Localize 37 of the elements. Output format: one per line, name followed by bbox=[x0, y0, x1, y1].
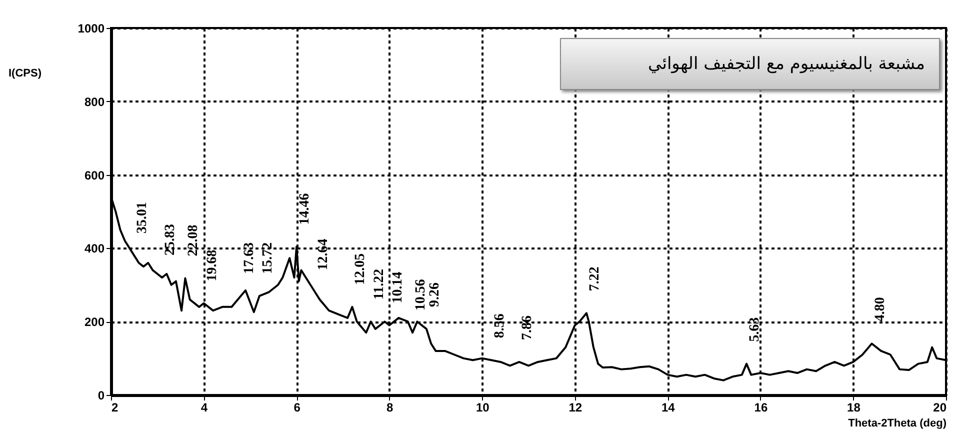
annotation: 4.80 bbox=[872, 297, 888, 322]
annotation: 10.14 bbox=[390, 272, 406, 304]
x-axis-title: Theta-2Theta (deg) bbox=[848, 418, 947, 430]
annotation: 12.64 bbox=[316, 238, 332, 270]
annotation: 10.56 bbox=[414, 279, 429, 311]
y-tick-label: 200 bbox=[84, 315, 105, 330]
annotation: 7.86 bbox=[520, 315, 536, 340]
annotation: 12.05 bbox=[353, 253, 368, 285]
y-tick-label: 1000 bbox=[78, 22, 105, 36]
annotation: 25.83 bbox=[163, 224, 178, 256]
x-tick-label: 6 bbox=[294, 400, 301, 414]
x-tick-label: 20 bbox=[933, 400, 947, 414]
x-tick-label: 18 bbox=[847, 400, 861, 414]
x-tick-label: 16 bbox=[754, 400, 768, 414]
annotation: 19.68 bbox=[204, 250, 220, 282]
x-tick-label: 8 bbox=[386, 400, 394, 414]
y-axis-title: I(CPS) bbox=[8, 68, 42, 80]
annotation: 15.72 bbox=[260, 242, 276, 274]
annotation: 7.22 bbox=[587, 266, 602, 292]
x-tick-label: 4 bbox=[200, 400, 208, 414]
annotation: 9.26 bbox=[427, 282, 442, 307]
annotation: 11.22 bbox=[372, 268, 387, 300]
annotation: 14.46 bbox=[298, 193, 313, 225]
annotation: 8.56 bbox=[492, 314, 508, 338]
y-tick-label: 800 bbox=[84, 94, 105, 109]
y-tick-label: 600 bbox=[84, 168, 105, 182]
x-tick-label: 14 bbox=[661, 400, 676, 414]
title-panel: مشبعة بالمغنيسيوم مع التجفيف الهوائي bbox=[560, 38, 940, 90]
x-tick-label: 10 bbox=[476, 400, 490, 414]
x-tick-label: 2 bbox=[112, 400, 118, 414]
annotation: 35.01 bbox=[135, 202, 150, 234]
y-tick-label: 400 bbox=[84, 242, 105, 256]
annotation: 22.08 bbox=[186, 224, 202, 256]
y-tick-label: 0 bbox=[98, 388, 105, 402]
annotation: 17.63 bbox=[242, 242, 257, 274]
x-tick-label: 12 bbox=[568, 400, 582, 414]
annotation: 5.63 bbox=[748, 317, 763, 342]
